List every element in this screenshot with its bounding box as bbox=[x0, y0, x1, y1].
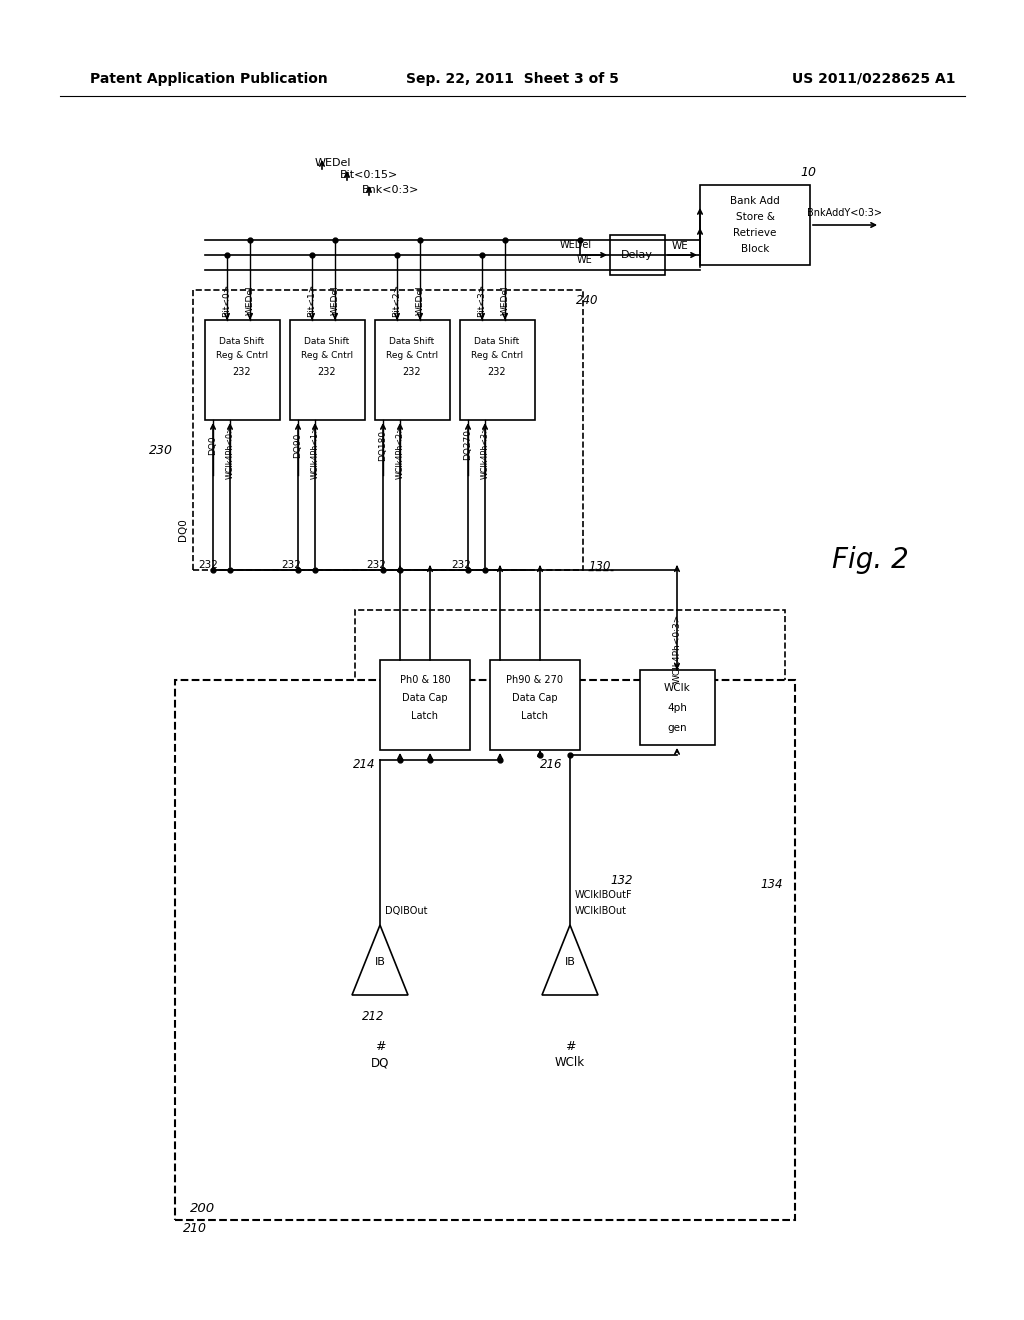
Text: WE: WE bbox=[577, 255, 592, 265]
Bar bbox=[640, 671, 715, 744]
Bar bbox=[205, 319, 280, 420]
Text: Latch: Latch bbox=[412, 711, 438, 721]
Text: WClk4Ph<0:3>: WClk4Ph<0:3> bbox=[673, 614, 682, 682]
Text: Data Cap: Data Cap bbox=[402, 693, 447, 704]
Text: 210: 210 bbox=[183, 1221, 207, 1234]
Text: 232: 232 bbox=[366, 560, 386, 570]
Text: 130: 130 bbox=[588, 561, 610, 573]
Text: Delay: Delay bbox=[621, 249, 653, 260]
Bar bbox=[355, 610, 785, 890]
Text: 132: 132 bbox=[610, 874, 633, 887]
Bar bbox=[610, 235, 665, 275]
Text: 240: 240 bbox=[575, 293, 598, 306]
Text: DQ: DQ bbox=[371, 1056, 389, 1069]
Text: WClk4Ph<0>: WClk4Ph<0> bbox=[225, 425, 234, 479]
Text: Bit<0>: Bit<0> bbox=[222, 284, 231, 317]
Text: 232: 232 bbox=[198, 560, 218, 570]
Bar bbox=[490, 660, 580, 750]
Text: WEDel: WEDel bbox=[315, 158, 351, 168]
Text: 200: 200 bbox=[190, 1201, 215, 1214]
Text: 232: 232 bbox=[487, 367, 506, 378]
Text: 4ph: 4ph bbox=[667, 704, 687, 713]
Text: Data Cap: Data Cap bbox=[512, 693, 558, 704]
Text: DQIBOut: DQIBOut bbox=[385, 906, 427, 916]
Text: 214: 214 bbox=[352, 759, 375, 771]
Text: #: # bbox=[565, 1040, 575, 1053]
Text: Bank Add: Bank Add bbox=[730, 195, 780, 206]
Text: DQ0: DQ0 bbox=[178, 519, 188, 541]
Text: Fig. 2: Fig. 2 bbox=[831, 546, 908, 574]
Text: DQ180: DQ180 bbox=[379, 429, 387, 461]
Text: WClk4Ph<2>: WClk4Ph<2> bbox=[395, 425, 404, 479]
Text: BnkAddY<0:3>: BnkAddY<0:3> bbox=[808, 209, 883, 218]
Text: Data Shift: Data Shift bbox=[219, 338, 264, 346]
Text: WE: WE bbox=[672, 242, 688, 251]
Text: IB: IB bbox=[375, 957, 385, 968]
Text: Latch: Latch bbox=[521, 711, 549, 721]
Polygon shape bbox=[542, 925, 598, 995]
Text: Reg & Cntrl: Reg & Cntrl bbox=[386, 351, 438, 360]
Text: 216: 216 bbox=[540, 759, 562, 771]
Bar bbox=[193, 290, 583, 570]
Text: 232: 232 bbox=[402, 367, 421, 378]
Text: 10: 10 bbox=[800, 166, 816, 180]
Text: WEDel: WEDel bbox=[331, 285, 340, 314]
Text: Bit<3>: Bit<3> bbox=[477, 284, 486, 317]
Text: Reg & Cntrl: Reg & Cntrl bbox=[216, 351, 268, 360]
Text: Bit<2>: Bit<2> bbox=[392, 284, 401, 317]
Bar bbox=[700, 185, 810, 265]
Text: Ph90 & 270: Ph90 & 270 bbox=[507, 675, 563, 685]
Text: US 2011/0228625 A1: US 2011/0228625 A1 bbox=[792, 73, 955, 86]
Text: 134: 134 bbox=[761, 879, 783, 891]
Text: Store &: Store & bbox=[735, 213, 774, 222]
Text: 230: 230 bbox=[150, 444, 173, 457]
Text: Reg & Cntrl: Reg & Cntrl bbox=[471, 351, 523, 360]
Text: IB: IB bbox=[564, 957, 575, 968]
Text: DQ90: DQ90 bbox=[294, 433, 302, 458]
Polygon shape bbox=[352, 925, 408, 995]
Text: Data Shift: Data Shift bbox=[474, 338, 519, 346]
Text: 212: 212 bbox=[362, 1011, 384, 1023]
Text: WEDel: WEDel bbox=[416, 285, 425, 314]
Text: Ph0 & 180: Ph0 & 180 bbox=[399, 675, 451, 685]
Bar bbox=[175, 680, 795, 1220]
Text: gen: gen bbox=[668, 723, 687, 733]
Bar bbox=[375, 319, 450, 420]
Text: #: # bbox=[375, 1040, 385, 1053]
Text: DQ0: DQ0 bbox=[209, 436, 217, 455]
Text: Block: Block bbox=[740, 244, 769, 253]
Text: WEDel: WEDel bbox=[246, 285, 255, 314]
Text: WEDel: WEDel bbox=[501, 285, 510, 314]
Bar bbox=[380, 660, 470, 750]
Text: Retrieve: Retrieve bbox=[733, 228, 776, 238]
Text: Sep. 22, 2011  Sheet 3 of 5: Sep. 22, 2011 Sheet 3 of 5 bbox=[406, 73, 618, 86]
Bar bbox=[460, 319, 535, 420]
Text: Bit<0:15>: Bit<0:15> bbox=[340, 170, 398, 180]
Text: WClkIBOut: WClkIBOut bbox=[575, 906, 627, 916]
Text: Reg & Cntrl: Reg & Cntrl bbox=[301, 351, 353, 360]
Text: Data Shift: Data Shift bbox=[304, 338, 349, 346]
Text: Patent Application Publication: Patent Application Publication bbox=[90, 73, 328, 86]
Text: 232: 232 bbox=[232, 367, 251, 378]
Text: WClk: WClk bbox=[664, 682, 690, 693]
Text: WEDel: WEDel bbox=[560, 240, 592, 249]
Text: 232: 232 bbox=[451, 560, 471, 570]
Text: WClk: WClk bbox=[555, 1056, 585, 1069]
Text: Bit<1>: Bit<1> bbox=[307, 284, 316, 317]
Text: WClk4Ph<1>: WClk4Ph<1> bbox=[310, 425, 319, 479]
Text: Bnk<0:3>: Bnk<0:3> bbox=[362, 185, 420, 195]
Bar bbox=[290, 319, 365, 420]
Text: DQ270: DQ270 bbox=[464, 429, 472, 461]
Text: Data Shift: Data Shift bbox=[389, 338, 434, 346]
Text: 232: 232 bbox=[281, 560, 301, 570]
Text: 232: 232 bbox=[317, 367, 336, 378]
Text: WClkIBOutF: WClkIBOutF bbox=[575, 890, 633, 900]
Text: WClk4Ph<3>: WClk4Ph<3> bbox=[480, 425, 489, 479]
